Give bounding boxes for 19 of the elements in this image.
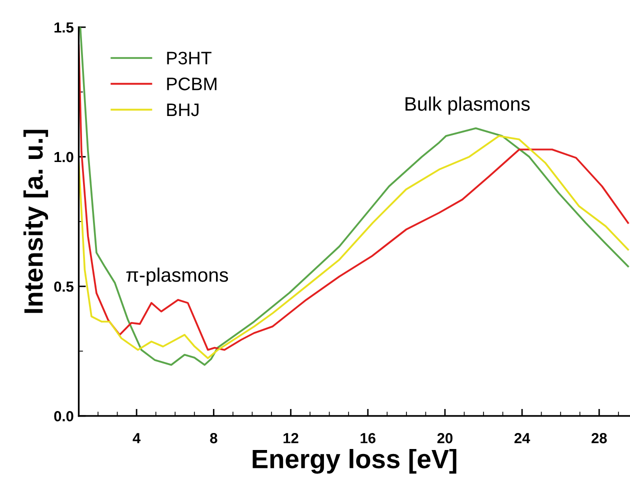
y-tick-label: 0.5 <box>54 281 74 292</box>
annotation: π-plasmons <box>126 268 228 286</box>
x-axis-title: Energy loss [eV] <box>252 448 456 474</box>
legend-label: BHJ <box>167 104 198 116</box>
x-tick-label: 20 <box>437 432 452 444</box>
y-tick-label: 1.0 <box>54 152 74 162</box>
x-tick-label: 4 <box>132 433 141 444</box>
line-series <box>78 135 629 360</box>
x-tick-label: 24 <box>514 432 530 444</box>
y-axis-title: Intensity [a. u.] <box>23 130 48 313</box>
x-tick-label: 16 <box>360 432 376 444</box>
x-tick-label: 12 <box>284 432 298 444</box>
x-tick-label: 28 <box>592 432 607 444</box>
y-tick-label: 0.0 <box>54 411 74 422</box>
x-tick-label: 8 <box>210 432 218 444</box>
annotation: Bulk plasmons <box>406 96 530 115</box>
legend-label: PCBM <box>167 78 216 90</box>
legend-label: P3HT <box>167 52 212 64</box>
y-tick-label: 1.5 <box>54 22 74 33</box>
